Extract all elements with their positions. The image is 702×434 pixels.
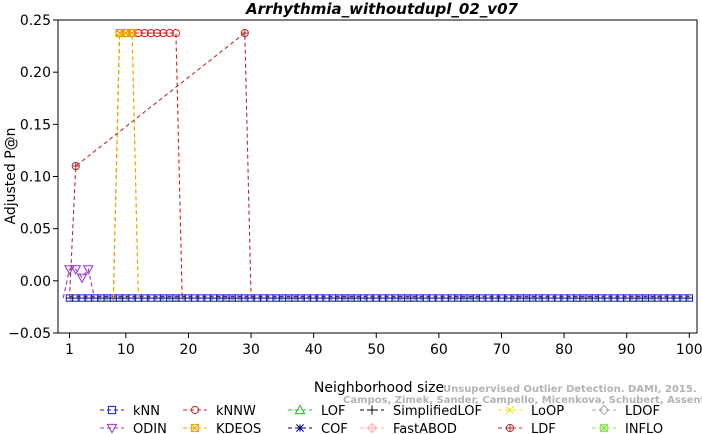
series-line-LDF	[68, 31, 252, 299]
y-tick-label: 0.00	[20, 274, 51, 290]
x-tick-label: 40	[305, 342, 323, 358]
watermark-line-2: Campos, Zimek, Sander, Campello, Micenko…	[343, 395, 702, 406]
legend-label: SimplifiedLOF	[393, 404, 482, 419]
watermark-line-1: Unsupervised Outlier Detection. DAMI, 20…	[443, 384, 697, 395]
legend-item-FastABOD: FastABOD	[360, 422, 457, 434]
data-point-KDEOS	[128, 28, 137, 38]
legend-item-LDOF: LDOF	[592, 404, 660, 419]
legend-label: KDEOS	[216, 422, 261, 434]
series-ODIN	[62, 265, 96, 299]
legend-label: INFLO	[625, 422, 663, 434]
data-point-kNNW	[171, 28, 181, 38]
legend-label: ODIN	[133, 422, 167, 434]
data-point-kNNW	[159, 28, 168, 38]
baseline-series-group	[65, 294, 693, 302]
legend-marker	[598, 404, 610, 416]
data-point-LDF	[71, 161, 80, 171]
legend-item-COF: COF	[288, 422, 348, 434]
legend-label: LoOP	[531, 404, 564, 419]
legend-marker	[190, 423, 200, 433]
legend-label: kNN	[133, 404, 160, 419]
x-axis: 1 10 20 30 40 50 60 70 80 90 100	[65, 333, 702, 358]
data-point-kNNW	[165, 28, 174, 38]
y-tick-label: 0.05	[20, 222, 51, 238]
data-point-kNNW	[153, 28, 162, 38]
legend-item-LoOP: LoOP	[498, 404, 564, 419]
series-KDEOS	[112, 28, 139, 299]
y-tick-label: 0.10	[20, 170, 51, 186]
legend-marker	[107, 405, 117, 415]
series-LoOP	[112, 29, 139, 299]
x-tick-label: 30	[242, 342, 260, 358]
legend-marker	[106, 423, 118, 434]
series-group	[62, 28, 252, 299]
legend-marker	[505, 423, 515, 433]
legend-item-LOF: LOF	[288, 404, 346, 419]
data-point-ODIN	[82, 265, 94, 275]
data-point-kNNW	[146, 28, 155, 38]
series-LDF	[68, 28, 252, 299]
x-tick-label: 100	[676, 342, 702, 358]
legend-marker	[190, 405, 200, 415]
chart-title: Arrhythmia_withoutdupl_02_v07	[245, 0, 518, 18]
legend-marker	[506, 406, 514, 414]
y-tick-label: 0.25	[20, 13, 51, 29]
y-tick-label: 0.20	[20, 65, 51, 81]
legend-label: LOF	[321, 404, 346, 419]
legend-item-LDF: LDF	[498, 422, 556, 434]
plot-frame	[57, 19, 698, 334]
series-kNNW	[112, 28, 183, 299]
legend: kNN kNNW LOF SimplifiedLOF LoOP LDOF ODIN KDEOS…	[100, 404, 663, 434]
legend-item-SimplifiedLOF: SimplifiedLOF	[360, 404, 482, 419]
series-line-ODIN	[62, 268, 96, 299]
legend-label: LDOF	[625, 404, 660, 419]
legend-marker	[294, 404, 306, 415]
legend-item-ODIN: ODIN	[100, 422, 167, 434]
legend-label: kNNW	[216, 404, 256, 419]
y-tick-label: 0.15	[20, 117, 51, 133]
legend-marker	[367, 405, 377, 415]
x-tick-label: 1	[65, 342, 74, 358]
legend-label: COF	[321, 422, 348, 434]
legend-item-INFLO: INFLO	[592, 422, 663, 434]
data-point-kNNW	[140, 28, 149, 38]
y-axis: −0.05 0.00 0.05 0.10 0.15 0.20 0.25	[8, 13, 58, 342]
x-axis-label: Neighborhood size	[314, 380, 444, 396]
x-tick-label: 50	[367, 342, 385, 358]
legend-marker	[296, 424, 304, 432]
x-tick-label: 10	[117, 342, 135, 358]
series-line-kNNW	[112, 32, 183, 299]
data-point-kNNW	[134, 28, 143, 38]
legend-label: FastABOD	[393, 422, 457, 434]
data-point-ODIN	[64, 265, 75, 275]
baseline-markers	[65, 294, 693, 302]
series-line-KDEOS	[112, 32, 139, 299]
legend-marker	[366, 422, 378, 434]
data-point-ODIN	[70, 265, 82, 275]
x-tick-label: 70	[493, 342, 511, 358]
legend-item-kNN: kNN	[100, 404, 160, 419]
y-axis-label: Adjusted P@n	[3, 127, 19, 224]
legend-label: LDF	[531, 422, 556, 434]
legend-item-KDEOS: KDEOS	[183, 422, 261, 434]
legend-item-kNNW: kNNW	[183, 404, 256, 419]
series-line-LoOP	[112, 32, 139, 299]
data-point-ODIN	[76, 273, 88, 284]
x-tick-label: 60	[430, 342, 448, 358]
x-tick-label: 80	[555, 342, 573, 358]
data-point-LDF	[240, 28, 249, 38]
y-tick-label: −0.05	[8, 326, 51, 342]
legend-marker	[599, 423, 609, 433]
x-tick-label: 90	[618, 342, 636, 358]
x-tick-label: 20	[180, 342, 198, 358]
